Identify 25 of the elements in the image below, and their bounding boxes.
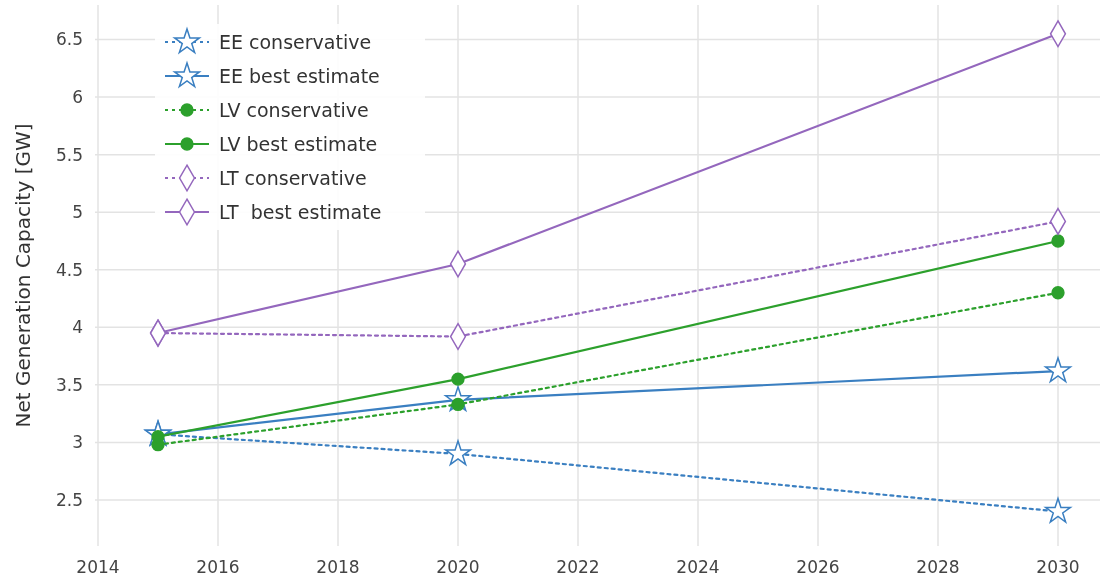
y-tick-label: 6	[72, 87, 83, 108]
legend-label: LT best estimate	[219, 200, 382, 223]
legend-label: EE best estimate	[219, 64, 380, 87]
y-tick-label: 4	[72, 317, 83, 338]
x-tick-label: 2020	[436, 557, 480, 577]
y-tick-label: 6.5	[55, 29, 83, 50]
x-tick-label: 2016	[196, 557, 240, 577]
y-axis-title: Net Generation Capacity [GW]	[11, 123, 35, 428]
legend-label: LT conservative	[219, 166, 367, 189]
x-tick-label: 2022	[556, 557, 600, 577]
x-tick-label: 2028	[916, 557, 960, 577]
x-tick-label: 2018	[316, 557, 360, 577]
y-tick-label: 5	[72, 202, 83, 223]
x-tick-label: 2024	[676, 557, 720, 577]
x-tick-label: 2026	[796, 557, 840, 577]
y-tick-label: 5.5	[55, 144, 83, 165]
legend-label: EE conservative	[219, 30, 372, 53]
y-tick-label: 3.5	[55, 374, 83, 395]
y-tick-label: 3	[72, 432, 83, 453]
y-tick-label: 2.5	[55, 489, 83, 510]
y-tick-label: 4.5	[55, 259, 83, 280]
legend-label: LV conservative	[219, 98, 369, 121]
x-tick-label: 2030	[1036, 557, 1080, 577]
x-tick-label: 2014	[76, 557, 120, 577]
legend-label: LV best estimate	[219, 132, 378, 155]
